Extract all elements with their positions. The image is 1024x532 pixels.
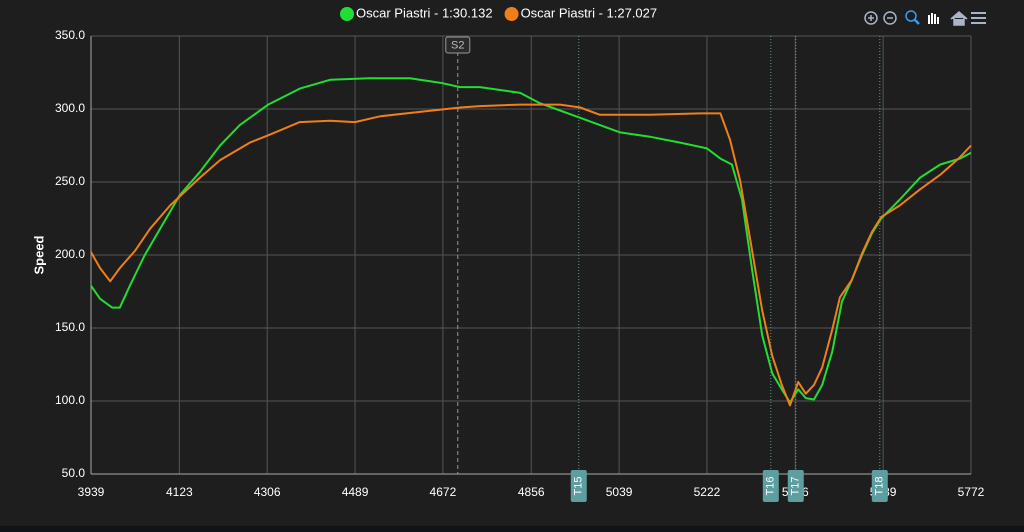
zoom-in-icon[interactable] bbox=[864, 11, 878, 25]
legend-marker bbox=[340, 7, 354, 21]
turn-label: T16 bbox=[765, 477, 777, 496]
line-series bbox=[90, 103, 972, 407]
y-tick-label: 250.0 bbox=[55, 174, 85, 188]
bottom-strip bbox=[0, 526, 1024, 532]
legend-marker bbox=[504, 7, 519, 21]
zoom-in-plus bbox=[868, 15, 874, 21]
x-tick-label: 4123 bbox=[166, 485, 193, 499]
legend-label: Oscar Piastri - 1:27.027 bbox=[521, 5, 658, 20]
menu-icon[interactable] bbox=[971, 12, 986, 24]
legend-label: Oscar Piastri - 1:30.132 bbox=[356, 5, 493, 20]
toolbar[interactable] bbox=[864, 10, 986, 26]
x-tick-label: 4306 bbox=[254, 485, 281, 499]
zoom-icon[interactable] bbox=[905, 10, 917, 22]
sector-label-box bbox=[445, 36, 471, 54]
sector-label: S2 bbox=[451, 39, 464, 51]
pan-icon[interactable] bbox=[928, 13, 939, 24]
legend: Oscar Piastri - 1:30.132 Oscar Piastri - … bbox=[340, 5, 657, 21]
line-series bbox=[90, 77, 972, 404]
y-tick-label: 50.0 bbox=[62, 466, 86, 480]
zoom-out-icon[interactable] bbox=[883, 11, 897, 25]
y-tick-label: 200.0 bbox=[55, 247, 85, 261]
turn-label-box bbox=[871, 470, 888, 502]
turn-label: T18 bbox=[874, 477, 886, 496]
y-tick-label: 150.0 bbox=[55, 320, 85, 334]
turn-label-box bbox=[787, 470, 804, 502]
turn-label: T17 bbox=[790, 477, 802, 496]
x-tick-label: 4672 bbox=[430, 485, 457, 499]
x-tick-label: 5222 bbox=[694, 485, 721, 499]
y-tick-label: 300.0 bbox=[55, 101, 85, 115]
turn-label-box bbox=[570, 470, 587, 502]
x-tick-label: 4489 bbox=[342, 485, 369, 499]
y-tick-label: 100.0 bbox=[55, 393, 85, 407]
turn-label: T15 bbox=[573, 477, 585, 496]
x-tick-label: 5039 bbox=[606, 485, 633, 499]
x-tick-label: 5772 bbox=[958, 485, 985, 499]
zoom-handle bbox=[914, 19, 920, 25]
y-axis-label: Speed bbox=[31, 235, 46, 274]
x-tick-label: 3939 bbox=[78, 485, 105, 499]
turn-label-box bbox=[762, 470, 779, 502]
x-tick-label: 4856 bbox=[518, 485, 545, 499]
y-tick-label: 350.0 bbox=[55, 28, 85, 42]
home-icon[interactable] bbox=[950, 11, 968, 26]
